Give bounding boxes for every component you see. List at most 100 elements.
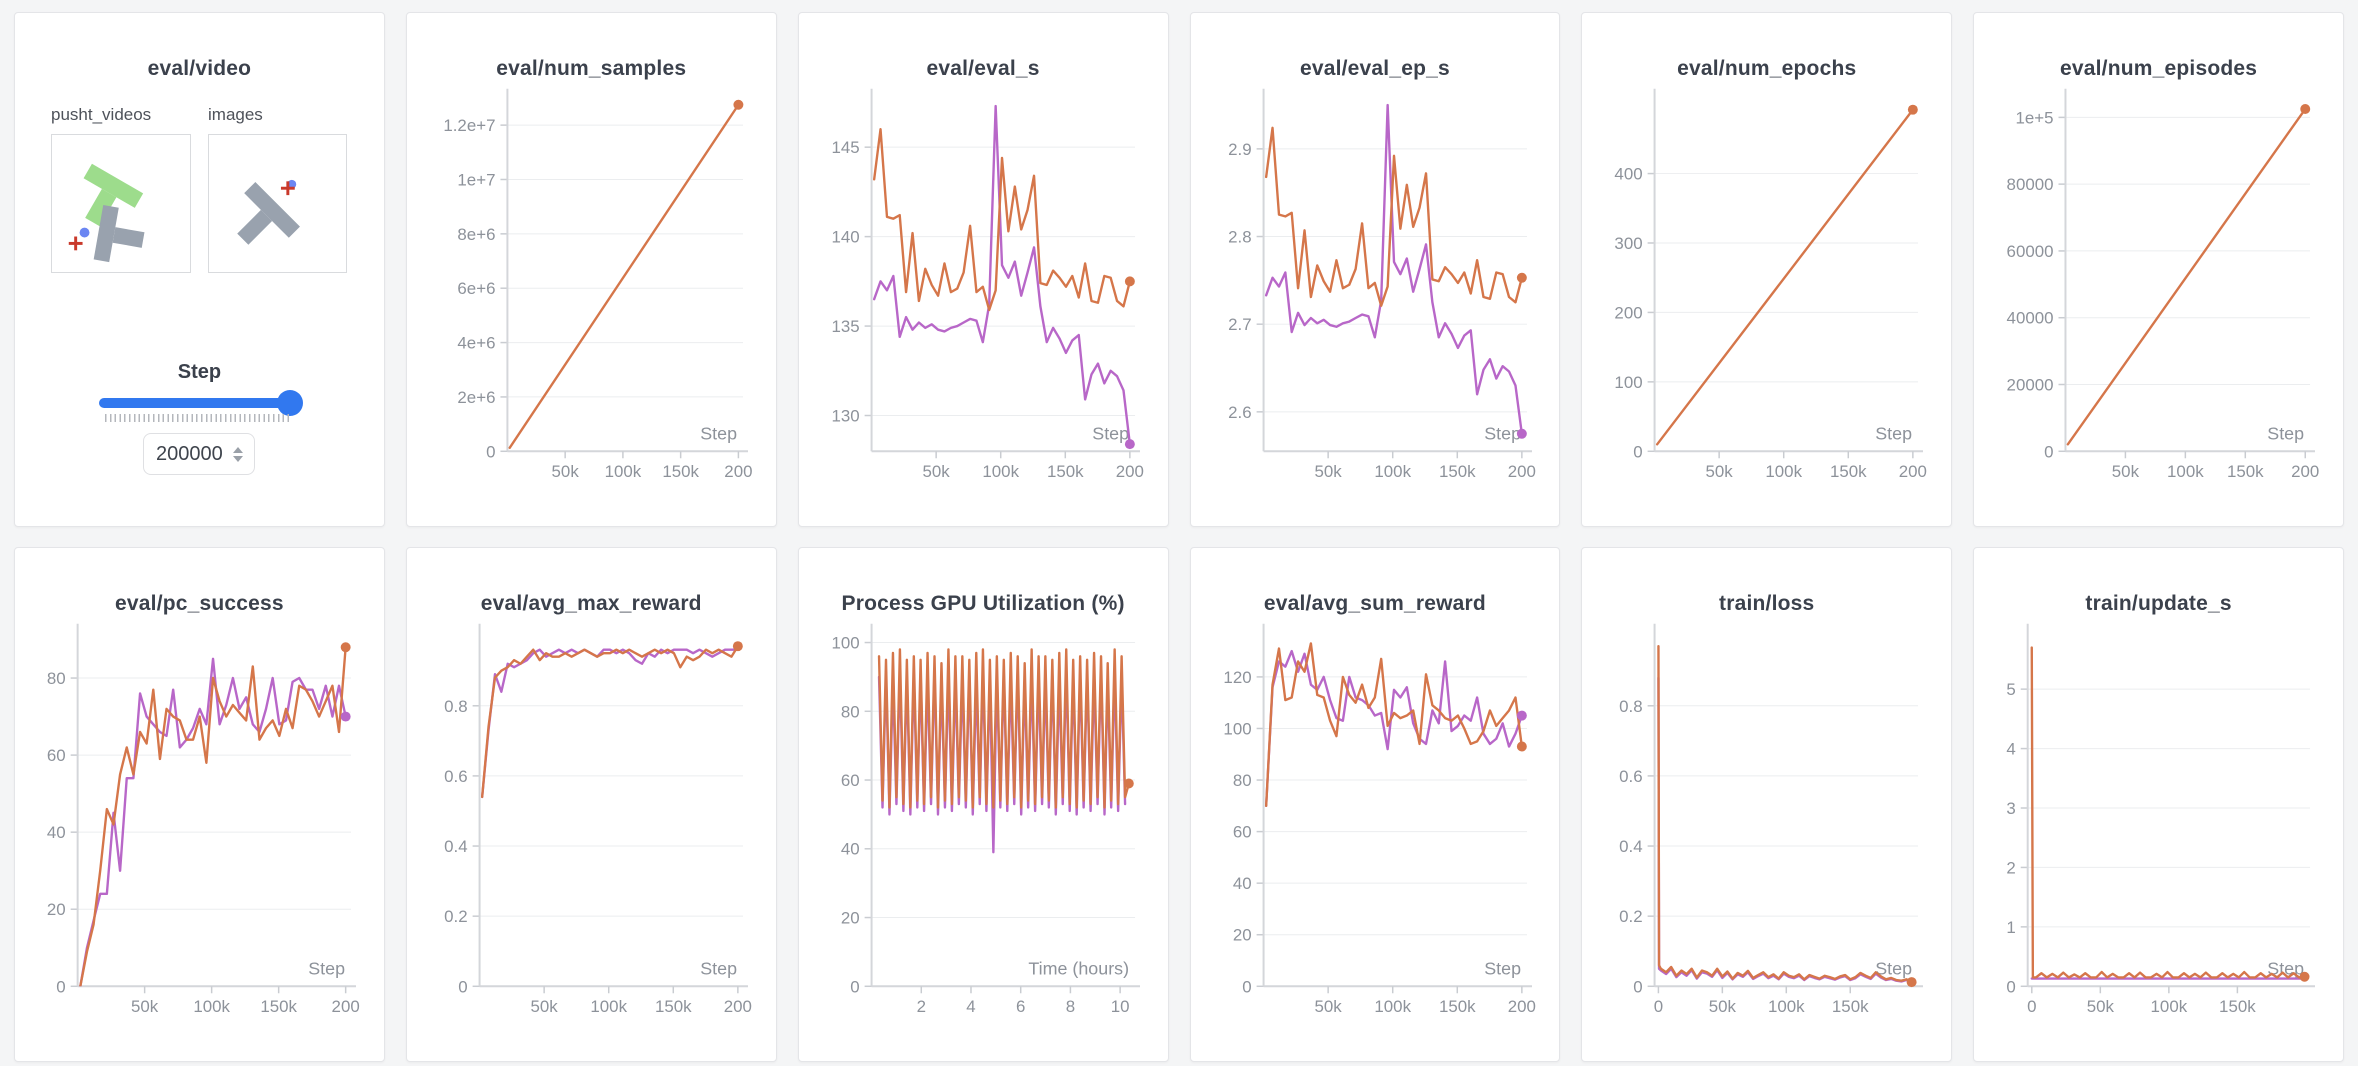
gray-t-stem (112, 227, 145, 248)
svg-text:130: 130 (831, 406, 859, 425)
svg-text:0: 0 (1242, 977, 1251, 996)
svg-text:200: 200 (332, 997, 360, 1016)
video-thumbnail-pusht-videos[interactable] (51, 134, 191, 273)
panel-eval-num-samples: eval/num_samples 0 2e+6 4e+6 6e+6 8e+6 1e+7 1.… (405, 12, 777, 527)
agent-dot-icon (79, 227, 90, 238)
svg-text:2.9: 2.9 (1228, 140, 1251, 159)
media-label-images: images (208, 105, 263, 124)
svg-text:2.7: 2.7 (1228, 315, 1251, 334)
svg-text:80: 80 (47, 669, 66, 688)
svg-text:6e+6: 6e+6 (457, 279, 495, 298)
pusht-scene-icon (68, 163, 145, 263)
chart-eval-avg-sum-reward[interactable]: 0 20 40 60 80 100 120 50k 100k 150k 200 Step (1191, 548, 1560, 1061)
svg-text:6: 6 (1016, 997, 1025, 1016)
svg-text:50k: 50k (1314, 997, 1342, 1016)
svg-text:10: 10 (1110, 997, 1129, 1016)
green-t-bar (83, 163, 144, 208)
svg-text:60: 60 (841, 771, 860, 790)
svg-text:150k: 150k (1830, 462, 1867, 481)
svg-text:5: 5 (2007, 680, 2016, 699)
svg-text:150k: 150k (2219, 997, 2256, 1016)
svg-text:8: 8 (1065, 997, 1074, 1016)
chart-eval-pc-success[interactable]: 0 20 40 60 80 50k 100k 150k 200 Step (15, 548, 384, 1061)
panel-title: eval/eval_ep_s (1299, 57, 1450, 80)
chart-eval-num-samples[interactable]: 0 2e+6 4e+6 6e+6 8e+6 1e+7 1.2e+7 50k 100k 150k 20… (407, 13, 776, 526)
svg-text:200: 200 (1115, 462, 1143, 481)
svg-text:50k: 50k (1706, 462, 1734, 481)
step-value-input[interactable]: 200000 (143, 433, 256, 475)
svg-text:40: 40 (841, 840, 860, 859)
step-down-icon[interactable] (232, 455, 243, 462)
panel-eval-avg-max-reward: eval/avg_max_reward 0 0.2 0.4 0.6 0.8 50k 100k… (405, 547, 777, 1062)
chart-process-gpu-utilization[interactable]: 0 20 40 60 80 100 2 4 6 8 10 Time (hours) (799, 548, 1168, 1061)
svg-text:0.4: 0.4 (1619, 837, 1642, 856)
step-value: 200000 (156, 442, 223, 465)
svg-text:200: 200 (1507, 462, 1535, 481)
svg-text:140: 140 (831, 228, 859, 247)
chart-eval-avg-max-reward[interactable]: 0 0.2 0.4 0.6 0.8 50k 100k 150k 200 Step (407, 548, 776, 1061)
svg-text:50k: 50k (551, 462, 579, 481)
svg-text:200: 200 (724, 997, 752, 1016)
svg-text:1.2e+7: 1.2e+7 (443, 116, 495, 135)
svg-text:40: 40 (1232, 874, 1251, 893)
svg-text:3: 3 (2007, 799, 2016, 818)
svg-text:100k: 100k (1374, 997, 1411, 1016)
svg-text:120: 120 (1223, 668, 1251, 687)
svg-text:50k: 50k (2087, 997, 2115, 1016)
step-up-icon[interactable] (232, 446, 243, 453)
svg-text:0: 0 (1634, 442, 1643, 461)
svg-text:Time (hours): Time (hours) (1028, 958, 1129, 978)
svg-text:150k: 150k (655, 997, 692, 1016)
svg-text:0.8: 0.8 (444, 697, 467, 716)
svg-text:2: 2 (2007, 858, 2016, 877)
video-thumbnail-images[interactable] (208, 134, 347, 273)
svg-text:200: 200 (1615, 303, 1643, 322)
svg-text:0: 0 (2027, 997, 2036, 1016)
gray-t-bar (244, 182, 300, 238)
svg-text:50k: 50k (2112, 462, 2140, 481)
step-slider-thumb[interactable] (277, 390, 303, 416)
svg-text:20: 20 (1232, 926, 1251, 945)
svg-text:0.2: 0.2 (1619, 907, 1642, 926)
svg-text:4: 4 (2007, 740, 2016, 759)
svg-text:200: 200 (724, 462, 752, 481)
panel-eval-num-episodes: eval/num_episodes 0 20000 40000 60000 80000 1… (1973, 12, 2344, 527)
svg-text:50k: 50k (1314, 462, 1342, 481)
chart-eval-num-episodes[interactable]: 0 20000 40000 60000 80000 1e+5 50k 100k 150k 200 S… (1974, 13, 2343, 526)
panel-eval-pc-success: eval/pc_success 0 20 40 60 80 50k 100k 150k 200 S… (14, 547, 385, 1062)
svg-text:80000: 80000 (2007, 175, 2054, 194)
chart-eval-eval-ep-s[interactable]: 2.6 2.7 2.8 2.9 50k 100k 150k 200 Step (1191, 13, 1560, 526)
gray-t-bar (93, 205, 119, 263)
svg-text:150k: 150k (1047, 462, 1084, 481)
svg-text:100k: 100k (2151, 997, 2188, 1016)
svg-text:100k: 100k (590, 997, 627, 1016)
panel-title: eval/num_epochs (1677, 57, 1857, 80)
chart-train-loss[interactable]: 0 0.2 0.4 0.6 0.8 0 50k 100k 150k Step (1582, 548, 1951, 1061)
chart-eval-num-epochs[interactable]: 0 100 200 300 400 50k 100k 150k 200 Step (1582, 13, 1951, 526)
svg-text:0: 0 (2007, 977, 2016, 996)
svg-text:0: 0 (850, 977, 859, 996)
svg-text:100k: 100k (1768, 997, 1805, 1016)
svg-text:60: 60 (47, 746, 66, 765)
panel-title: eval/video (147, 57, 252, 80)
svg-text:Step: Step (700, 423, 737, 443)
svg-text:100k: 100k (1766, 462, 1803, 481)
stepper-arrows-icon[interactable] (232, 446, 243, 462)
svg-text:2: 2 (916, 997, 925, 1016)
svg-text:0: 0 (1634, 977, 1643, 996)
svg-text:150k: 150k (662, 462, 699, 481)
panel-eval-video: eval/video pusht_videos images (14, 12, 385, 527)
step-slider-track[interactable] (99, 398, 298, 408)
svg-text:150k: 150k (260, 997, 297, 1016)
svg-text:40000: 40000 (2007, 309, 2054, 328)
green-t-stem (85, 188, 117, 227)
chart-eval-eval-s[interactable]: 130 135 140 145 50k 100k 150k 200 Step (799, 13, 1168, 526)
svg-text:50k: 50k (131, 997, 159, 1016)
gray-t-stem (237, 209, 273, 245)
svg-text:20: 20 (47, 900, 66, 919)
step-slider-heading: Step (177, 361, 222, 383)
svg-text:Step: Step (1876, 958, 1913, 978)
svg-text:100k: 100k (982, 462, 1019, 481)
panel-title: eval/num_episodes (2060, 57, 2258, 80)
